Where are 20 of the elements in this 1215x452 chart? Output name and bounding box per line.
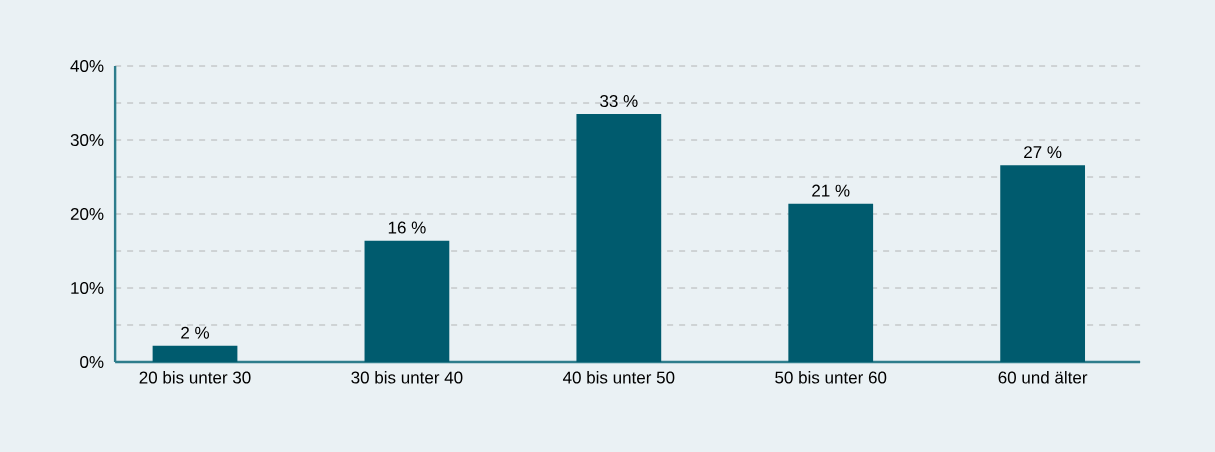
y-tick-label: 10%: [71, 282, 104, 295]
y-tick-label: 0%: [80, 355, 104, 369]
data-label: 27 %: [1024, 146, 1062, 159]
x-tick-label: 60 und älter: [998, 371, 1088, 384]
data-label: 16 %: [388, 221, 426, 234]
y-tick-label: 30%: [70, 134, 104, 147]
x-tick-label: 40 bis unter 50: [562, 371, 675, 384]
bar: [152, 345, 238, 362]
y-tick-label: 20%: [70, 208, 104, 221]
data-label: 33 %: [600, 95, 638, 108]
x-tick-label: 20 bis unter 30: [139, 371, 251, 384]
bar: [788, 203, 874, 362]
data-label: 2 %: [181, 326, 210, 339]
bar: [1000, 165, 1086, 362]
x-tick-label: 30 bis unter 40: [351, 371, 463, 384]
y-tick-label: 40%: [70, 60, 104, 73]
bar: [364, 240, 450, 362]
data-label: 21 %: [812, 184, 850, 197]
bar: [576, 114, 662, 362]
x-tick-label: 50 bis unter 60: [775, 371, 887, 384]
